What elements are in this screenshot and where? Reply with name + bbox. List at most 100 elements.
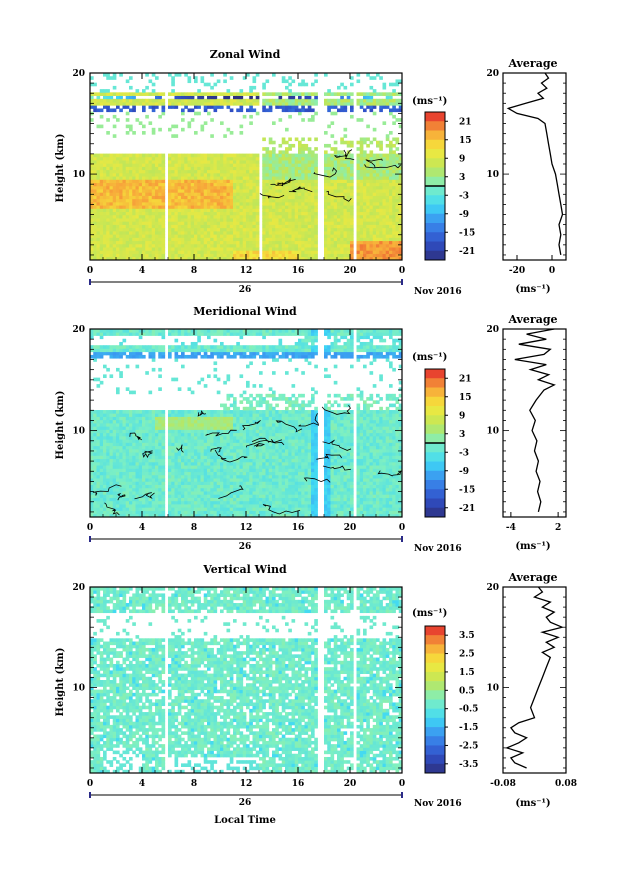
heatmap-cell — [171, 345, 175, 349]
heatmap-cell — [291, 227, 296, 232]
heatmap-cell — [359, 237, 364, 242]
heatmap-cell — [291, 108, 296, 113]
heatmap-cell — [275, 230, 279, 235]
heatmap-cell — [229, 208, 234, 213]
heatmap-cell — [122, 224, 127, 229]
heatmap-cell — [330, 195, 335, 200]
heatmap-cell — [372, 237, 377, 242]
heatmap-cell — [99, 351, 104, 356]
heatmap-cell — [369, 205, 374, 209]
heatmap-cell — [106, 156, 110, 161]
heatmap-cell — [252, 247, 257, 251]
heatmap-cell — [285, 195, 289, 200]
profile-line — [506, 72, 564, 256]
heatmap-cell — [168, 176, 172, 180]
heatmap-cell — [298, 143, 302, 148]
heatmap-cell — [330, 224, 335, 229]
heatmap-cell — [226, 240, 231, 245]
heatmap-cell — [181, 240, 185, 245]
heatmap-cell — [174, 351, 179, 356]
heatmap-cell — [90, 172, 94, 177]
heatmap-cell — [129, 474, 133, 479]
heatmap-cell — [138, 426, 143, 430]
heatmap-cell — [119, 426, 123, 430]
heatmap-cell — [301, 256, 305, 261]
heatmap-cell — [379, 243, 383, 248]
heatmap-cell — [138, 189, 143, 193]
heatmap-cell — [395, 137, 400, 142]
heatmap-cell — [148, 465, 153, 469]
heatmap-cell — [103, 192, 107, 196]
heatmap-cell — [294, 201, 299, 206]
heatmap-cell — [265, 156, 270, 161]
heatmap-cell — [122, 419, 127, 424]
heatmap-cell — [330, 211, 335, 216]
heatmap-cell — [275, 153, 279, 158]
heatmap-cell — [356, 98, 361, 103]
heatmap-cell — [125, 448, 130, 453]
heatmap-cell — [161, 458, 166, 463]
heatmap-cell — [359, 224, 364, 229]
heatmap-cell — [93, 507, 97, 511]
heatmap-cell — [112, 114, 117, 119]
heatmap-cell — [142, 413, 146, 417]
heatmap-cell — [184, 198, 188, 203]
heatmap-cell — [385, 179, 390, 184]
heatmap-cell — [333, 189, 338, 193]
heatmap-cell — [181, 102, 185, 106]
heatmap-cell — [236, 205, 240, 209]
heatmap-cell — [135, 169, 140, 174]
heatmap-cell — [109, 256, 114, 261]
heatmap-cell — [363, 256, 367, 261]
heatmap-cell — [197, 211, 201, 216]
heatmap-cell — [265, 208, 270, 213]
heatmap-cell — [142, 131, 146, 135]
heatmap-cell — [255, 95, 260, 100]
heatmap-cell — [395, 247, 400, 251]
heatmap-cell — [184, 221, 188, 225]
heatmap-cell — [125, 247, 130, 251]
heatmap-cell — [96, 230, 101, 235]
heatmap-cell — [252, 163, 257, 167]
heatmap-cell — [288, 247, 292, 251]
heatmap-cell — [379, 179, 383, 184]
heatmap-cell — [171, 182, 175, 187]
heatmap-cell — [307, 237, 312, 242]
heatmap-cell — [376, 92, 380, 96]
heatmap-cell — [372, 185, 377, 190]
heatmap-cell — [145, 192, 149, 196]
colorbar-tick-label: 3 — [459, 173, 465, 183]
heatmap-cell — [122, 169, 127, 174]
heatmap-cell — [226, 198, 231, 203]
heatmap-cell — [216, 230, 221, 235]
heatmap-cell — [90, 176, 94, 180]
heatmap-cell — [369, 250, 374, 254]
heatmap-cell — [262, 82, 266, 87]
heatmap-cell — [174, 500, 179, 505]
heatmap-cell — [187, 163, 192, 167]
heatmap-cell — [200, 218, 205, 222]
contour-line — [276, 177, 291, 186]
heatmap-cell — [340, 179, 344, 184]
heatmap-cell — [255, 156, 260, 161]
heatmap-cell — [226, 163, 231, 167]
heatmap-cell — [268, 214, 273, 219]
heatmap-cell — [132, 494, 136, 498]
heatmap-cell — [132, 351, 136, 356]
heatmap-cell — [226, 195, 231, 200]
heatmap-cell — [372, 240, 377, 245]
heatmap-cell — [311, 198, 315, 203]
heatmap-cell — [184, 95, 188, 100]
heatmap-cell — [132, 205, 136, 209]
heatmap-cell — [346, 102, 351, 106]
heatmap-cell — [112, 329, 117, 333]
heatmap-cell — [281, 105, 286, 109]
heatmap-cell — [125, 329, 130, 333]
heatmap-cell — [90, 481, 94, 485]
heatmap-cell — [119, 205, 123, 209]
heatmap-cell — [161, 513, 166, 518]
heatmap-cell — [171, 153, 175, 158]
heatmap-cell — [171, 234, 175, 238]
heatmap-cell — [194, 227, 198, 232]
heatmap-cell — [285, 172, 289, 177]
